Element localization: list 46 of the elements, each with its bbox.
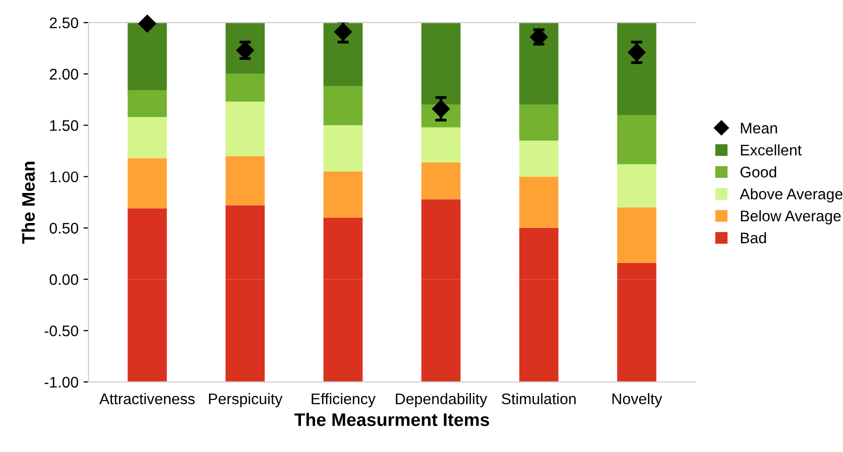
bar [617,22,656,115]
y-tick-label: 1.00 [50,171,78,182]
y-tick-label: 2.50 [50,17,78,28]
y-tick-label: -1.00 [44,376,78,388]
bar [519,22,558,105]
bar [226,74,265,102]
y-axis-title: The Mean [22,162,35,244]
bar [128,117,167,158]
bar [226,156,265,206]
legend-label: Good [740,166,776,178]
bar [617,207,656,263]
point [628,43,646,62]
bar [128,90,167,118]
bar [617,164,656,208]
x-tick-label: Dependability [396,393,488,408]
bar [323,171,363,218]
legend-label: Excellent [740,144,802,156]
bar [519,176,558,228]
bar [421,22,461,105]
y-tick-label: 0.50 [50,222,78,234]
legend-label: Above Average [740,188,842,202]
bar [226,102,265,156]
legend-label: Below Average [740,210,841,224]
x-axis-title: The Measurment Items [294,412,490,426]
bar [617,115,656,164]
bar [323,22,363,86]
x-tick-label: Novelty [612,393,662,408]
x-tick-label: Efficiency [312,393,376,408]
bar [323,86,363,126]
bar [421,162,461,200]
x-tick-label: Attractiveness [99,393,195,404]
y-tick-label: 2.00 [50,68,78,80]
legend-label: Bad [740,232,766,244]
point [138,14,156,33]
bar [323,125,363,172]
y-tick-label: 1.50 [50,120,78,131]
bar [421,127,461,162]
bar [519,140,558,177]
bar [128,158,167,208]
x-tick-label: Perspicuity [209,393,282,408]
y-tick-label: 0.00 [50,274,78,285]
y-tick-label: -0.50 [44,325,78,336]
bar [519,104,558,141]
legend-label: Mean [740,122,777,134]
x-tick-label: Stimulation [502,393,576,404]
bar [128,22,167,90]
